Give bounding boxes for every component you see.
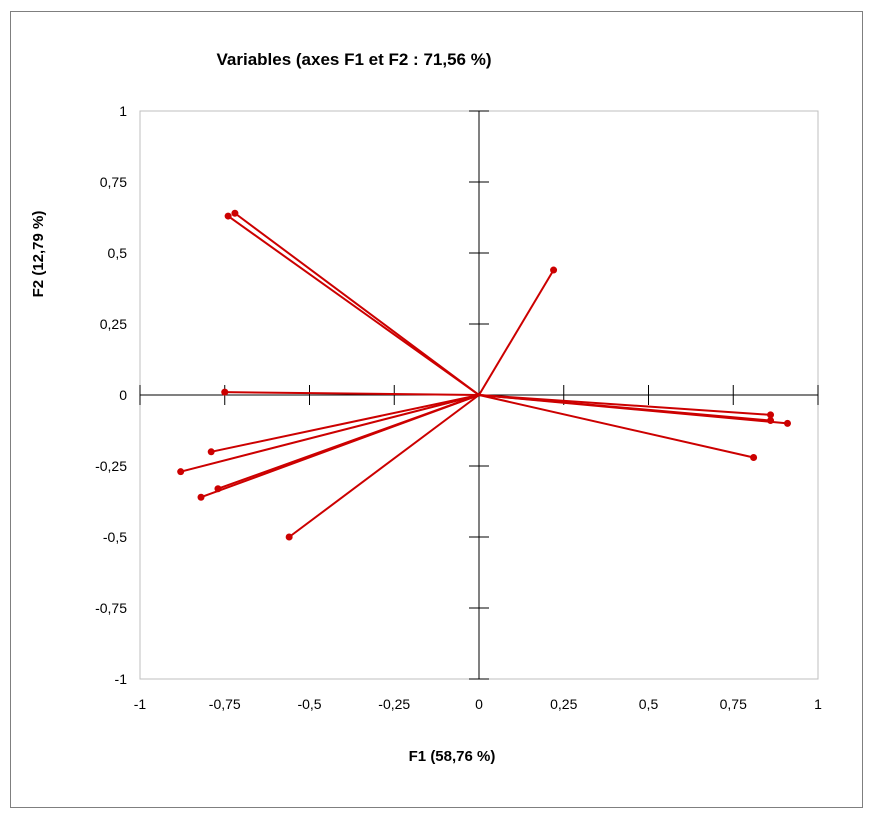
y-tick-label: -1	[115, 671, 128, 687]
vector-line	[210, 394, 480, 453]
vector-line	[180, 394, 480, 473]
x-tick-label: -0,25	[378, 696, 410, 712]
chart-title: Variables (axes F1 et F2 : 71,56 %)	[217, 50, 492, 69]
y-tick-label: -0,5	[103, 529, 127, 545]
x-tick-label: 1	[814, 696, 822, 712]
x-tick-label: 0,5	[639, 696, 659, 712]
vector-line	[224, 391, 480, 396]
y-tick-label: 0	[119, 387, 127, 403]
vector-point	[750, 453, 758, 461]
x-tick-label: 0	[475, 696, 483, 712]
y-tick-label: 0,75	[100, 174, 127, 190]
vector-line	[478, 394, 754, 459]
vector-point	[177, 468, 185, 476]
y-tick-label: 1	[119, 103, 127, 119]
vector-line	[478, 394, 788, 425]
vector-line	[478, 269, 555, 396]
y-tick-label: 0,5	[108, 245, 128, 261]
vector-line	[200, 394, 480, 499]
y-tick-labels: 1 0,75 0,5 0,25 0 -0,25 -0,5 -0,75 -1	[95, 103, 127, 687]
x-tick-label: -0,75	[209, 696, 241, 712]
vector-point	[767, 411, 775, 419]
vector-line	[227, 215, 480, 396]
vectors	[177, 209, 791, 541]
vector-line	[234, 212, 480, 396]
vector-line	[288, 394, 480, 538]
chart-frame	[10, 11, 863, 808]
vector-point	[285, 533, 293, 541]
x-tick-label: -0,5	[297, 696, 321, 712]
y-axis-title: F2 (12,79 %)	[30, 211, 47, 298]
vector-point	[221, 388, 229, 396]
x-axis-title: F1 (58,76 %)	[409, 748, 496, 765]
vector-point	[224, 212, 232, 220]
vector-point	[207, 448, 215, 456]
x-tick-labels: -1 -0,75 -0,5 -0,25 0 0,25 0,5 0,75 1	[134, 696, 822, 712]
vector-point	[783, 419, 791, 427]
y-tick-label: 0,25	[100, 316, 127, 332]
x-tick-label: 0,75	[720, 696, 747, 712]
vector-point	[550, 266, 558, 274]
y-tick-label: -0,25	[95, 458, 127, 474]
x-tick-label: 0,25	[550, 696, 577, 712]
y-tick-label: -0,75	[95, 600, 127, 616]
vector-point	[197, 493, 205, 501]
vector-point	[231, 209, 239, 217]
x-tick-label: -1	[134, 696, 147, 712]
